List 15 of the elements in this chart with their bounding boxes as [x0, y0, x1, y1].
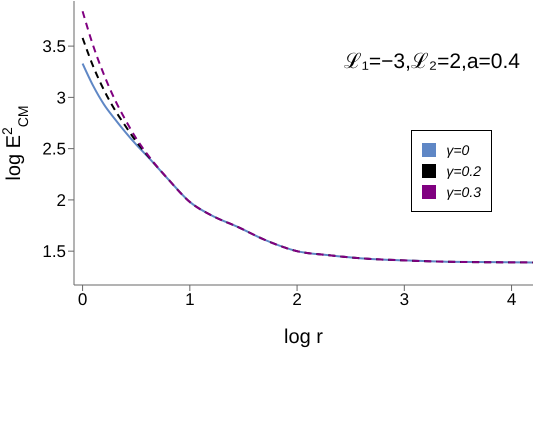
- x-tick-label: 2: [292, 290, 302, 310]
- x-tick-label: 3: [400, 290, 410, 310]
- legend-label: γ=0: [446, 142, 470, 158]
- legend-label: γ=0.3: [446, 184, 481, 200]
- annotation: ℒ₁=−3,ℒ₂=2,a=0.4: [344, 49, 520, 74]
- y-tick-label: 2.5: [42, 140, 66, 159]
- y-tick-label: 3: [56, 88, 66, 108]
- y-tick-label: 1.5: [42, 242, 66, 262]
- x-tick-label: 0: [78, 290, 88, 310]
- x-tick-label: 1: [185, 290, 195, 310]
- legend-label: γ=0.2: [446, 163, 481, 179]
- x-tick-label: 4: [506, 290, 516, 310]
- y-tick-label: 2: [56, 190, 66, 210]
- y-tick-label: 3.5: [42, 37, 66, 56]
- x-axis-title: log r: [284, 326, 324, 348]
